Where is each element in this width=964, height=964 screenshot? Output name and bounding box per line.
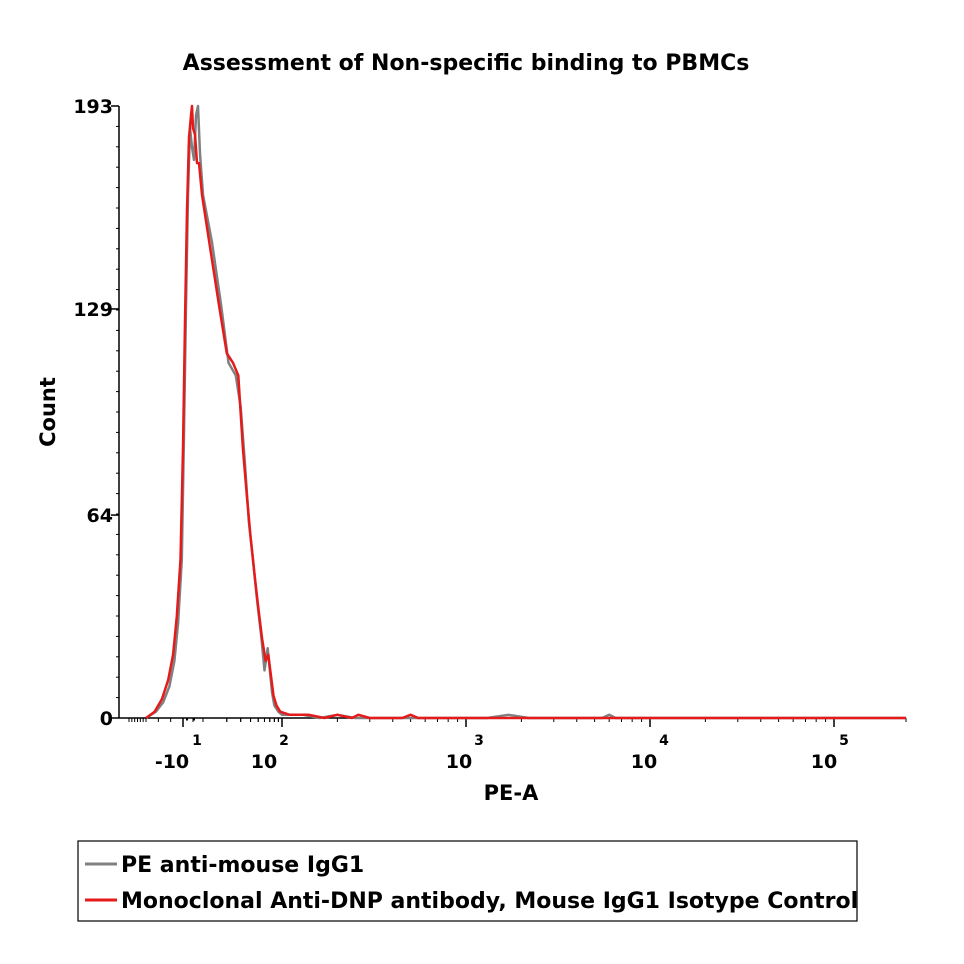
y-axis-label: Count xyxy=(36,377,60,447)
x-tick-exponent: 4 xyxy=(659,733,669,749)
y-axis-ticks: 0 64 129 193 xyxy=(73,96,119,730)
legend: PE anti-mouse IgG1 Monoclonal Anti-DNP a… xyxy=(77,840,858,922)
series-layer xyxy=(145,104,906,720)
x-tick-label: 10 xyxy=(251,751,277,773)
x-tick-label: 10 xyxy=(811,751,837,773)
x-tick-exponent: 3 xyxy=(474,733,484,749)
x-tick-label: 10 xyxy=(631,751,657,773)
y-tick-label: 0 xyxy=(100,708,113,730)
series-line-isotype-control xyxy=(145,104,906,720)
x-tick-exponent: 2 xyxy=(279,733,289,749)
x-axis-label: PE-A xyxy=(484,781,539,805)
x-tick-exponent: 1 xyxy=(192,733,202,749)
legend-box xyxy=(77,840,858,922)
legend-entry-isotype-control: Monoclonal Anti-DNP antibody, Mouse IgG1… xyxy=(121,889,858,914)
plot-frame xyxy=(118,106,906,719)
y-tick-label: 129 xyxy=(73,299,113,321)
y-tick-label: 64 xyxy=(87,505,113,527)
x-tick-label: -10 xyxy=(155,751,189,773)
x-tick-exponent: 5 xyxy=(839,733,849,749)
y-tick-label: 193 xyxy=(73,96,113,118)
x-tick-label: 10 xyxy=(446,751,472,773)
chart-title: Assessment of Non-specific binding to PB… xyxy=(183,51,750,76)
legend-entry-pe-anti-mouse: PE anti-mouse IgG1 xyxy=(121,853,364,878)
